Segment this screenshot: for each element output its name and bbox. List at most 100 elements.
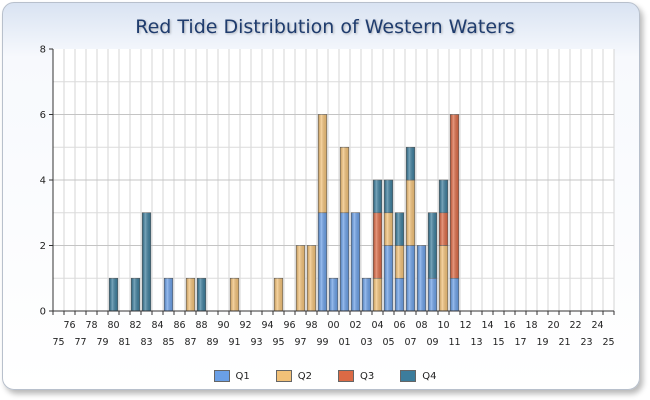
x-tick-label: 91 [228,337,240,348]
bar-shine-q1-08 [417,245,426,311]
y-tick-label: 6 [40,110,46,121]
x-tick-label: 18 [525,320,537,331]
x-tick-label: 92 [239,320,251,331]
x-tick-label: 16 [503,320,515,331]
y-tick-label: 2 [40,241,46,252]
bar-shine-q4-09 [428,212,437,279]
x-tick-label: 97 [294,337,306,348]
bar-shine-q4-82 [131,278,140,311]
bar-shine-q1-00 [329,278,338,311]
bar-shine-q2-98 [307,245,316,311]
bar-shine-q1-11 [450,278,459,311]
legend-label: Q1 [235,370,250,382]
bar-shine-q2-87 [186,278,195,311]
bar-shine-q2-07 [406,180,415,246]
x-tick-label: 15 [492,337,504,348]
bar-shine-q4-05 [384,180,393,213]
x-tick-label: 25 [602,337,614,348]
x-tick-label: 01 [338,337,350,348]
bar-shine-q2-04 [373,278,382,311]
bar-shine-q1-85 [164,278,173,311]
bar-shine-q2-99 [318,114,327,213]
bar-shine-q4-88 [197,278,206,311]
x-tick-label: 06 [393,320,405,331]
legend-item-q3: Q3 [338,370,374,382]
x-tick-label: 78 [85,320,97,331]
x-tick-label: 99 [316,337,328,348]
bar-shine-q2-05 [384,212,393,246]
x-tick-label: 00 [327,320,339,331]
x-tick-label: 86 [173,320,185,331]
x-tick-label: 20 [547,320,559,331]
x-tick-label: 23 [580,337,592,348]
bar-shine-q2-91 [230,278,239,311]
bar-shine-q1-01 [340,212,349,311]
bar-shine-q1-99 [318,212,327,311]
bar-shine-q4-83 [142,212,151,311]
x-tick-label: 17 [514,337,526,348]
bar-shine-q2-97 [296,245,305,311]
bar-shine-q1-03 [362,278,371,311]
x-tick-label: 90 [217,320,229,331]
x-tick-label: 87 [184,337,196,348]
bar-shine-q2-95 [274,278,283,311]
bar-shine-q1-05 [384,245,393,311]
bar-shine-q1-06 [395,278,404,311]
bar-shine-q3-11 [450,114,459,279]
legend-swatch [213,370,230,382]
x-tick-label: 02 [349,320,361,331]
bar-shine-q2-01 [340,147,349,213]
x-tick-label: 98 [305,320,317,331]
x-tick-label: 75 [52,337,64,348]
x-tick-label: 83 [140,337,152,348]
bar-shine-q3-10 [439,212,448,246]
x-tick-label: 12 [459,320,471,331]
legend-swatch [400,370,417,382]
bar-shine-q4-06 [395,212,404,246]
legend-swatch [338,370,354,382]
x-tick-label: 22 [569,320,581,331]
x-tick-label: 10 [437,320,449,331]
x-tick-label: 79 [96,337,108,348]
x-tick-label: 95 [272,337,284,348]
x-tick-label: 93 [250,337,262,348]
x-tick-label: 09 [426,337,438,348]
x-tick-label: 88 [195,320,207,331]
x-tick-label: 13 [470,337,482,348]
x-tick-label: 76 [63,320,75,331]
legend-label: Q4 [422,370,437,382]
x-tick-label: 89 [206,337,218,348]
y-tick-label: 0 [40,307,46,318]
x-tick-label: 81 [118,337,130,348]
x-tick-label: 05 [382,337,394,348]
bar-shine-q1-09 [428,278,437,311]
x-tick-label: 24 [591,320,603,331]
x-tick-label: 80 [107,320,119,331]
legend-label: Q3 [360,370,375,382]
x-tick-label: 82 [129,320,141,331]
bar-shine-q1-07 [406,245,415,311]
x-tick-label: 21 [558,337,570,348]
chart-title: Red Tide Distribution of Western Waters [135,16,515,38]
x-tick-label: 11 [448,337,460,348]
legend-item-q2: Q2 [275,370,312,382]
legend-item-q1: Q1 [213,370,250,382]
bar-shine-q4-80 [109,278,118,311]
x-tick-label: 94 [261,320,273,331]
x-tick-label: 08 [415,320,427,331]
y-tick-label: 4 [40,176,46,187]
bar-shine-q4-07 [406,147,415,180]
legend-swatch [275,370,292,382]
bar-shine-q2-06 [395,245,404,279]
x-tick-label: 19 [536,337,548,348]
chart-legend: Q1 Q2 Q3 Q4 [0,370,650,382]
x-tick-label: 04 [371,320,383,331]
bar-shine-q1-02 [351,212,360,311]
y-tick-label: 8 [40,45,46,56]
x-tick-label: 84 [151,320,163,331]
bar-shine-q2-10 [439,245,448,311]
x-tick-label: 77 [74,337,86,348]
x-tick-label: 96 [283,320,295,331]
bar-shine-q3-04 [373,212,382,279]
